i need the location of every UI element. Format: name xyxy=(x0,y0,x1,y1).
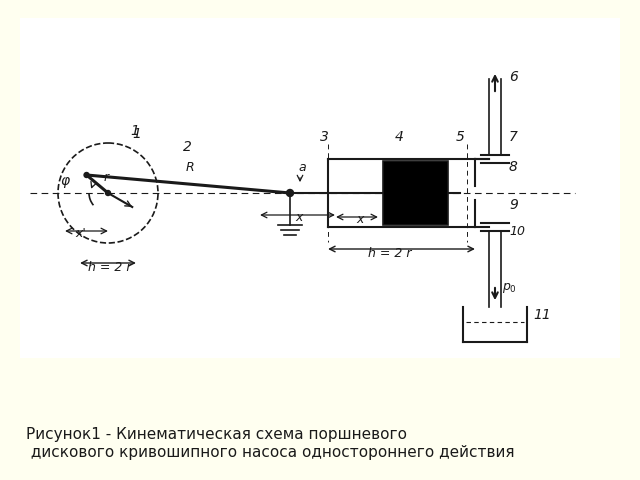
Bar xyxy=(20,18,620,358)
Bar xyxy=(383,161,448,225)
Text: 6: 6 xyxy=(509,70,518,84)
Circle shape xyxy=(106,191,111,195)
Text: x': x' xyxy=(75,227,86,240)
Text: R: R xyxy=(186,161,195,174)
Text: $p_0$: $p_0$ xyxy=(502,281,517,295)
Text: a: a xyxy=(298,161,306,174)
Text: φ: φ xyxy=(60,174,69,188)
Text: x: x xyxy=(295,211,302,224)
Text: h = 2 r: h = 2 r xyxy=(88,261,131,274)
Text: 7: 7 xyxy=(509,130,518,144)
Text: 3: 3 xyxy=(320,130,329,144)
Text: 4: 4 xyxy=(395,130,404,144)
Circle shape xyxy=(287,190,294,196)
Text: 2: 2 xyxy=(183,140,192,154)
Text: r: r xyxy=(104,171,109,184)
Text: x: x xyxy=(356,213,364,226)
Text: 1: 1 xyxy=(130,124,139,138)
Text: 1: 1 xyxy=(132,127,141,141)
Circle shape xyxy=(84,172,89,178)
Text: h = 2 r: h = 2 r xyxy=(368,247,412,260)
Text: Рисунок1 - Кинематическая схема поршневого
 дискового кривошипного насоса одност: Рисунок1 - Кинематическая схема поршнево… xyxy=(26,427,514,460)
Text: 10: 10 xyxy=(509,225,525,238)
Text: 8: 8 xyxy=(509,160,518,174)
Text: 9: 9 xyxy=(509,198,518,212)
Text: 11: 11 xyxy=(533,308,551,322)
Text: 5: 5 xyxy=(456,130,465,144)
